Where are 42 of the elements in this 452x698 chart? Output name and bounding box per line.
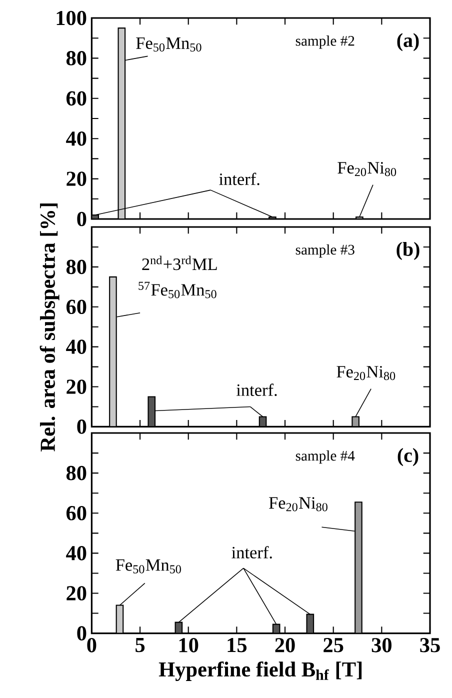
series-label: Fe$_{50}$Mn$_{50}$ [116,559,181,574]
legend-label: Fe$_{20}$Ni$_{80}$ [336,366,396,380]
series-label: Fe$_{20}$Ni$_{80}$ [269,497,328,512]
x-tick-label: 5 [136,638,145,652]
annotation: (a) [397,33,419,52]
text: interf. [232,546,272,559]
series-label: interf. [236,384,277,396]
x-tick-label: 15 [228,638,247,652]
y-tick-label: 20 [66,172,86,186]
y-tick-label: 40 [66,546,86,560]
y-tick-label: 40 [66,340,86,354]
y-tick-label: 100 [56,10,86,26]
x-tick-label: 0 [87,638,96,652]
y-tick-label: 80 [66,51,86,66]
annotation: sample #3 [296,244,354,258]
annotation: sample #2 [296,36,354,49]
y-tick-label: 0 [77,626,86,640]
y-tick-label: 80 [66,466,86,480]
x-axis-title: Hyperfine field B$_{hf}$ [T] [158,661,362,682]
series-label: interf. [219,172,260,186]
y-tick-label: 60 [66,300,86,314]
y-axis-title: Rel. area of subspectra [%] [40,204,60,452]
y-tick-label: 80 [66,260,86,274]
annotation: (b) [396,242,420,260]
y-tick-label: 20 [66,586,86,600]
x-tick-label: 10 [179,638,198,652]
y-tick-label: 60 [66,91,86,106]
annotation: sample #4 [296,450,355,464]
x-tick-label: 35 [420,638,440,652]
series-label: $^{57}$Fe$_{50}$Mn$_{50}$ [138,282,216,298]
series-label: Fe$_{50}$Mn$_{50}$ [136,38,202,52]
x-tick-label: 25 [324,638,344,652]
y-tick-label: 0 [77,212,86,226]
y-tick-label: 20 [66,380,86,394]
y-tick-label: 0 [77,420,86,434]
x-tick-label: 20 [275,638,295,652]
y-tick-label: 40 [66,131,86,146]
x-tick-label: 30 [372,638,392,652]
legend-label: Fe$_{20}$Ni$_{80}$ [338,162,396,176]
annotation: 2$^{nd}$+3$^{rd}$ML [142,256,217,270]
annotation: (c) [398,448,418,466]
y-tick-label: 60 [66,506,86,520]
